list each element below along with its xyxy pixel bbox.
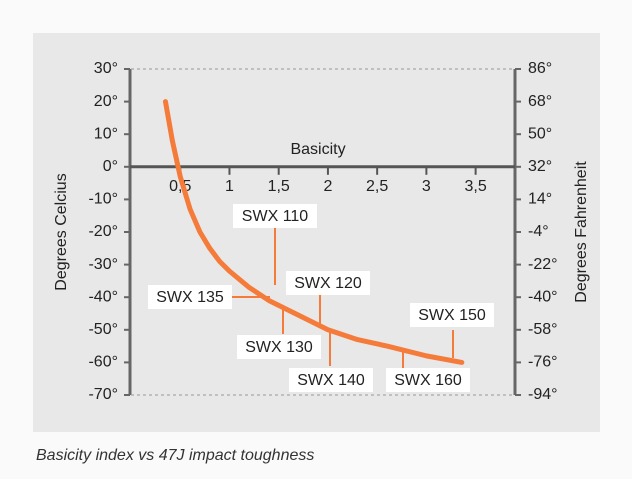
- y2-tick-label: -76°: [528, 354, 558, 371]
- annotation-box: [289, 368, 373, 392]
- y-tick-label: 30°: [94, 60, 118, 77]
- x-tick-label: 2: [323, 178, 332, 195]
- annotation: SWX 130: [245, 339, 313, 356]
- annotation-box: [410, 303, 494, 327]
- curve: [162, 99, 465, 365]
- y-tick-label: -40°: [88, 288, 118, 305]
- y-tick-label: -50°: [88, 321, 118, 338]
- annotation-box: [237, 335, 321, 359]
- annotation: SWX 140: [297, 372, 365, 389]
- x-tick-label: 3,5: [464, 178, 486, 195]
- annotation-box: [148, 285, 232, 309]
- y2-axis-label: Degrees Fahrenheit: [573, 161, 590, 303]
- y-tick-label: -30°: [88, 256, 118, 273]
- annotation: SWX 160: [394, 372, 462, 389]
- x-tick-label: 1,5: [268, 178, 290, 195]
- y-tick-label: -20°: [88, 223, 118, 240]
- annotation: SWX 120: [294, 275, 362, 292]
- y2-tick-label: -58°: [528, 321, 558, 338]
- caption: Basicity index vs 47J impact toughness: [36, 447, 314, 464]
- y-tick-label: 20°: [94, 93, 118, 110]
- annotation-box: [286, 271, 370, 295]
- y2-tick-label: -22°: [528, 256, 558, 273]
- annotation: SWX 150: [418, 307, 486, 324]
- y-axis-label: Degrees Celcius: [53, 173, 70, 290]
- x-tick-label: 1: [225, 178, 234, 195]
- y2-tick-label: -94°: [528, 386, 558, 403]
- y2-tick-label: 50°: [528, 125, 552, 142]
- y2-tick-label: 86°: [528, 60, 552, 77]
- y-tick-label: -10°: [88, 191, 118, 208]
- y-tick-label: -70°: [88, 386, 118, 403]
- annotation-box: [233, 204, 317, 228]
- y2-tick-label: -40°: [528, 288, 558, 305]
- y2-tick-label: 14°: [528, 191, 552, 208]
- annotation-box: [386, 368, 470, 392]
- y2-tick-label: 32°: [528, 158, 552, 175]
- y-tick-label: -60°: [88, 354, 118, 371]
- y-tick-label: 10°: [94, 125, 118, 142]
- y2-tick-label: -4°: [528, 223, 549, 240]
- annotation: SWX 110: [242, 208, 309, 225]
- y-tick-label: 0°: [103, 158, 118, 175]
- x-axis-label: Basicity: [290, 141, 345, 158]
- annotation: SWX 135: [156, 289, 224, 306]
- x-tick-label: 3: [422, 178, 431, 195]
- y2-tick-label: 68°: [528, 93, 552, 110]
- x-tick-label: 2,5: [366, 178, 388, 195]
